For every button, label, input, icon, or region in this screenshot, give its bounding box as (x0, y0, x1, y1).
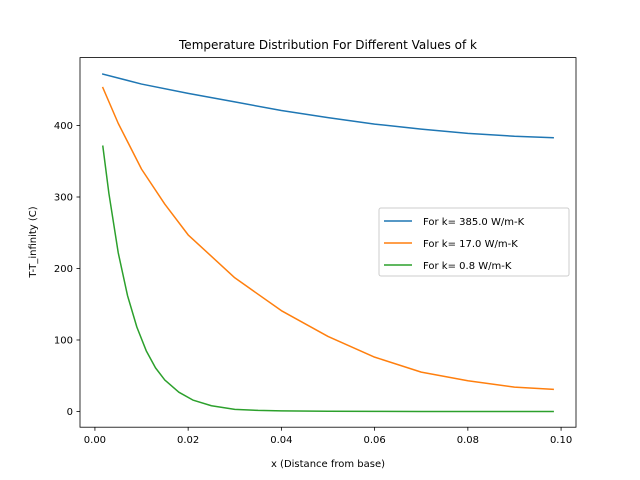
chart-title: Temperature Distribution For Different V… (178, 38, 477, 52)
plot-frame (79, 57, 577, 428)
x-axis: 0.00 0.02 0.04 0.06 0.08 0.10 (84, 427, 572, 446)
y-tick-label: 200 (54, 264, 73, 275)
series-layer (101, 73, 554, 413)
x-tick-label: 0.06 (363, 435, 385, 446)
x-tick-label: 0.02 (177, 435, 199, 446)
y-tick-label: 0 (67, 407, 73, 418)
y-tick-label: 100 (54, 335, 73, 346)
x-tick-label: 0.00 (84, 435, 106, 446)
legend: For k= 385.0 W/m-K For k= 17.0 W/m-K For k… (378, 207, 570, 277)
legend-entry-2: For k= 17.0 W/m-K (423, 239, 518, 250)
legend-entry-1: For k= 385.0 W/m-K (423, 217, 525, 228)
y-tick-label: 400 (54, 121, 73, 132)
y-tick-label: 300 (54, 193, 73, 204)
series-line-2 (101, 86, 554, 391)
y-axis-label: T-T_infinity (C) (28, 206, 39, 278)
x-axis-label: x (Distance from base) (271, 459, 385, 470)
series-line-1 (101, 73, 554, 139)
x-tick-label: 0.10 (550, 435, 572, 446)
x-tick-label: 0.08 (457, 435, 479, 446)
x-tick-label: 0.04 (270, 435, 292, 446)
legend-box (378, 207, 570, 277)
y-axis: 0 100 200 300 400 (54, 121, 80, 418)
legend-entry-3: For k= 0.8 W/m-K (423, 261, 512, 272)
series-line-3 (102, 145, 554, 413)
